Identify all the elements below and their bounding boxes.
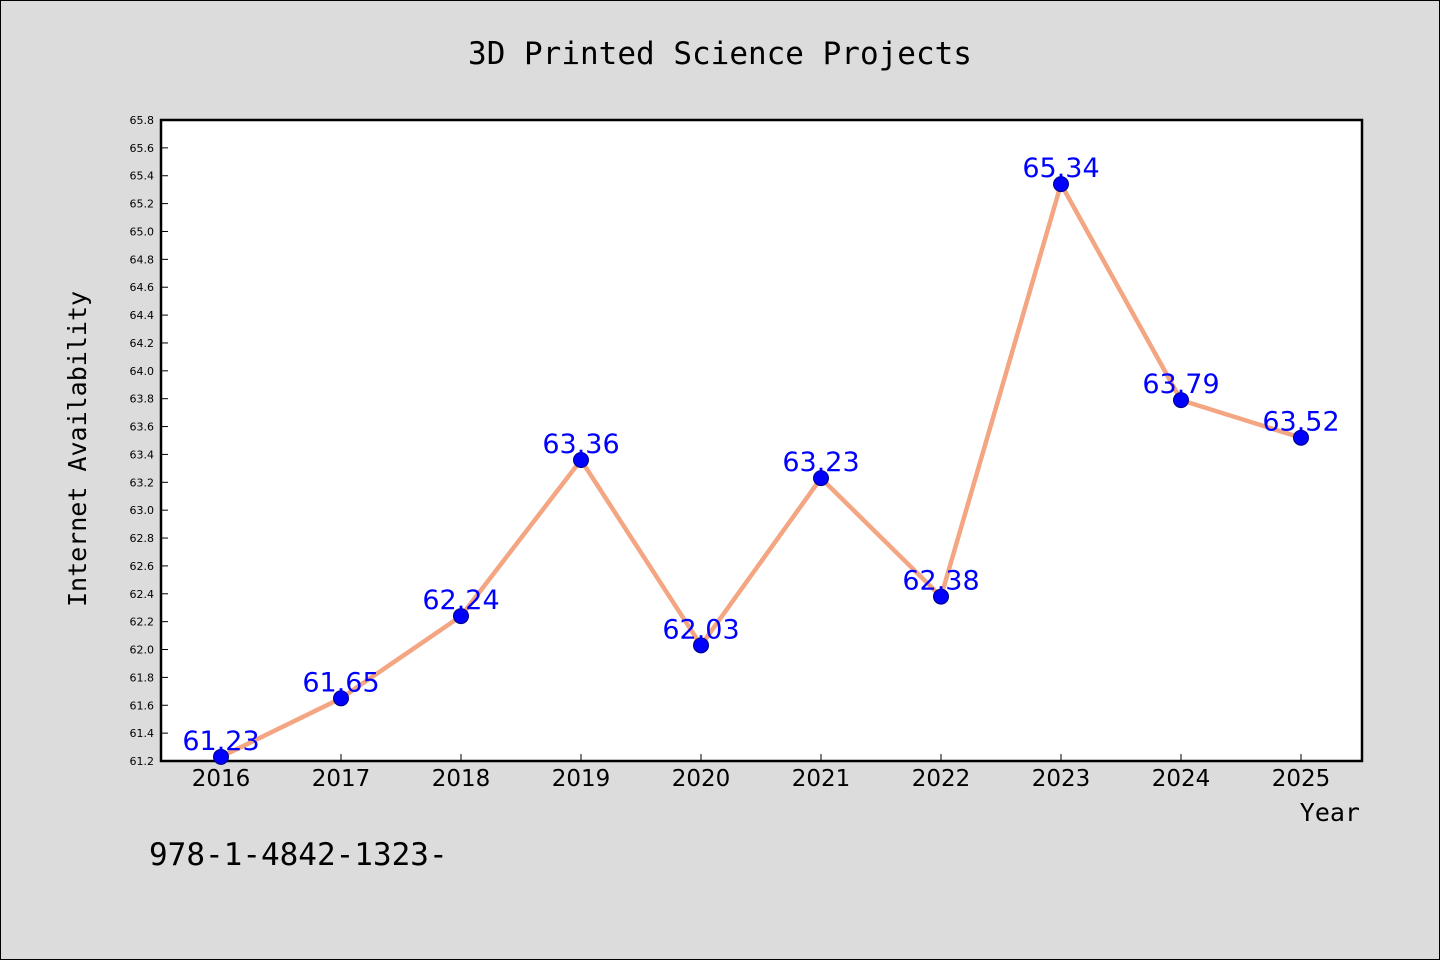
x-tick-label: 2017 — [312, 766, 371, 792]
y-tick-label: 63.0 — [130, 504, 155, 517]
x-tick-label: 2023 — [1032, 766, 1091, 792]
data-point — [573, 452, 589, 469]
y-tick-label: 64.4 — [130, 309, 155, 322]
data-point — [1173, 392, 1189, 409]
y-tick-label: 65.6 — [130, 142, 155, 155]
y-axis: 61.2 61.4 61.6 61.8 62.0 62.2 62.4 62.6 62.8 63.0… — [130, 114, 168, 768]
y-tick-label: 61.6 — [130, 699, 155, 712]
y-tick-label: 65.8 — [130, 114, 155, 127]
data-point — [1053, 176, 1069, 193]
data-point — [1293, 429, 1309, 446]
series-layer: 61.23 61.65 62.24 63.36 62.03 63.23 62.38 65.34… — [182, 153, 1340, 765]
data-label: 63.79 — [1142, 369, 1219, 400]
data-label: 63.36 — [542, 429, 619, 460]
y-tick-label: 61.2 — [130, 755, 155, 768]
y-tick-label: 62.8 — [130, 532, 155, 545]
y-tick-label: 62.6 — [130, 560, 155, 573]
x-tick-label: 2016 — [192, 766, 251, 792]
x-tick-label: 2025 — [1272, 766, 1331, 792]
series-line — [218, 181, 1304, 760]
x-tick-label: 2020 — [672, 766, 731, 792]
y-tick-label: 64.2 — [130, 337, 155, 350]
y-tick-label: 65.0 — [130, 225, 155, 238]
y-tick-label: 61.8 — [130, 671, 155, 684]
y-tick-label: 63.4 — [130, 448, 155, 461]
data-point — [213, 748, 229, 765]
data-point — [813, 470, 829, 487]
x-tick-label: 2019 — [552, 766, 611, 792]
data-label: 61.65 — [302, 667, 379, 698]
footer-text: 978-1-4842-1323- — [149, 837, 448, 873]
data-label: 62.24 — [422, 585, 499, 616]
data-label: 63.52 — [1262, 407, 1339, 438]
x-tick-label: 2022 — [912, 766, 971, 792]
data-label: 62.03 — [662, 614, 739, 645]
y-tick-label: 64.6 — [130, 281, 155, 294]
y-tick-label: 62.0 — [130, 644, 155, 657]
chart-title: 3D Printed Science Projects — [468, 36, 972, 72]
data-label: 63.23 — [782, 447, 859, 478]
y-tick-label: 62.4 — [130, 588, 155, 601]
data-point — [933, 588, 949, 605]
y-tick-label: 63.6 — [130, 421, 155, 434]
data-point — [333, 690, 349, 707]
y-tick-label: 61.4 — [130, 727, 155, 740]
data-label: 65.34 — [1022, 153, 1099, 184]
data-point — [453, 608, 469, 625]
y-tick-label: 63.8 — [130, 393, 155, 406]
data-label: 61.23 — [182, 726, 259, 757]
data-label: 62.38 — [902, 566, 979, 597]
y-tick-label: 63.2 — [130, 476, 155, 489]
y-axis-title: Internet Availability — [63, 291, 92, 607]
x-axis: 2016 2017 2018 2019 2020 2021 2022 2023 2024 2025 — [192, 754, 1331, 792]
x-tick-label: 2018 — [432, 766, 491, 792]
y-tick-label: 62.2 — [130, 616, 155, 629]
plot-area — [159, 118, 1364, 763]
x-tick-label: 2021 — [792, 766, 851, 792]
y-tick-label: 65.2 — [130, 198, 155, 211]
x-axis-title: Year — [1300, 798, 1360, 827]
y-tick-label: 64.0 — [130, 365, 155, 378]
x-tick-label: 2024 — [1152, 766, 1211, 792]
data-point — [693, 637, 709, 654]
y-tick-label: 65.4 — [130, 170, 155, 183]
y-tick-label: 64.8 — [130, 253, 155, 266]
